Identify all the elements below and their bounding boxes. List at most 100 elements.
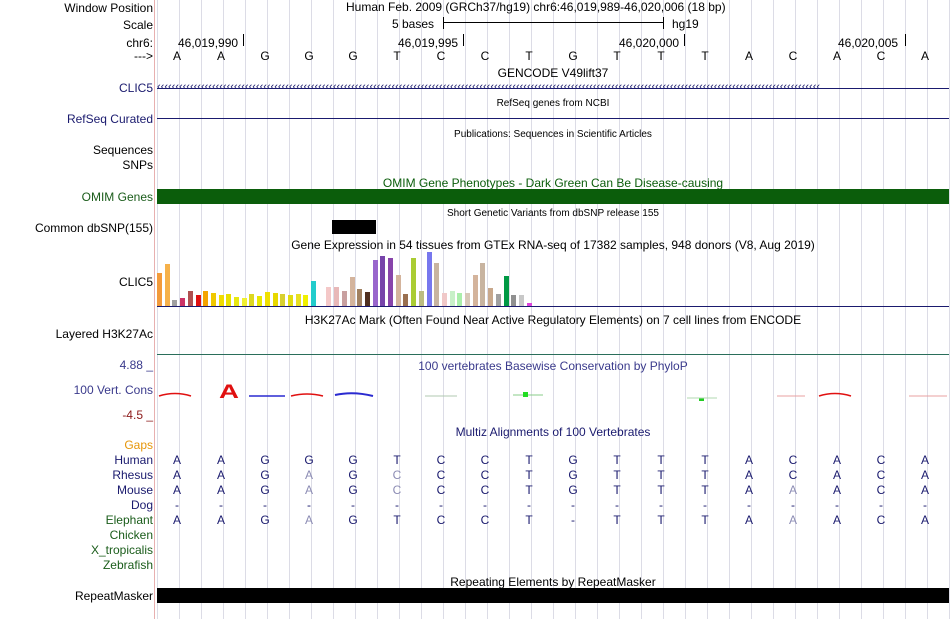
gtex-tissue-bar[interactable] xyxy=(164,264,170,306)
gtex-tissue-bar[interactable] xyxy=(434,263,440,306)
gtex-track-title[interactable]: Gene Expression in 54 tissues from GTEx … xyxy=(291,238,815,252)
gencode-track-label[interactable]: CLIC5 xyxy=(118,81,153,95)
multiz-track-title[interactable]: Multiz Alignments of 100 Vertebrates xyxy=(455,425,651,439)
gtex-tissue-bar[interactable] xyxy=(380,256,386,306)
gtex-tissue-bar[interactable] xyxy=(372,260,378,306)
gtex-tissue-bar[interactable] xyxy=(249,294,255,306)
label-separator-line xyxy=(154,0,155,619)
gtex-tissue-bar[interactable] xyxy=(187,291,193,306)
gtex-tissue-bar[interactable] xyxy=(272,293,278,306)
h3k27ac-track-label[interactable]: Layered H3K27Ac xyxy=(55,327,153,341)
gtex-tissue-bar[interactable] xyxy=(511,295,517,306)
gencode-gene-line[interactable] xyxy=(157,88,949,89)
gtex-tissue-bar[interactable] xyxy=(195,295,201,306)
gtex-tissue-bar[interactable] xyxy=(326,287,332,306)
gtex-tissue-bar[interactable] xyxy=(157,273,162,306)
gtex-bar-chart[interactable] xyxy=(157,252,557,306)
multiz-species-label[interactable]: Mouse xyxy=(116,483,153,497)
dna-base: G xyxy=(568,49,578,63)
gtex-tissue-bar[interactable] xyxy=(226,294,232,306)
gtex-tissue-bar[interactable] xyxy=(257,296,263,306)
multiz-base: A xyxy=(304,513,313,527)
assembly-position-title[interactable]: Human Feb. 2009 (GRCh37/hg19) chr6:46,01… xyxy=(346,0,726,14)
dna-base: T xyxy=(393,49,401,63)
gtex-tissue-bar[interactable] xyxy=(457,293,463,306)
conservation-track-label[interactable]: 100 Vert. Cons xyxy=(73,383,153,397)
gtex-tissue-bar[interactable] xyxy=(341,291,347,306)
cons-mark-3 xyxy=(290,393,324,397)
omim-track-title[interactable]: OMIM Gene Phenotypes - Dark Green Can Be… xyxy=(382,176,724,190)
refseq-gene-line[interactable] xyxy=(157,118,949,119)
gtex-tissue-bar[interactable] xyxy=(411,258,417,306)
multiz-species-label[interactable]: Dog xyxy=(130,498,153,512)
h3k27ac-track-title[interactable]: H3K27Ac Mark (Often Found Near Active Re… xyxy=(304,313,802,327)
publications-sequences-label[interactable]: Sequences xyxy=(92,143,153,157)
gtex-tissue-bar[interactable] xyxy=(218,295,224,306)
gtex-tissue-bar[interactable] xyxy=(403,294,409,306)
gtex-tissue-bar[interactable] xyxy=(287,295,293,306)
gtex-tissue-bar[interactable] xyxy=(426,252,432,306)
repeatmasker-track-label[interactable]: RepeatMasker xyxy=(74,589,153,603)
gtex-tissue-bar[interactable] xyxy=(495,294,501,306)
dbsnp-track-title[interactable]: Short Genetic Variants from dbSNP releas… xyxy=(447,208,659,219)
omim-track-label[interactable]: OMIM Genes xyxy=(81,190,153,204)
gtex-tissue-bar[interactable] xyxy=(395,275,401,306)
refseq-track-label[interactable]: RefSeq Curated xyxy=(66,112,153,126)
gridline xyxy=(333,0,334,619)
gtex-tissue-bar[interactable] xyxy=(349,277,355,306)
dbsnp-variant-block[interactable] xyxy=(332,220,376,234)
gtex-tissue-bar[interactable] xyxy=(334,287,340,306)
multiz-base: T xyxy=(701,468,709,482)
multiz-base: - xyxy=(923,498,927,512)
multiz-base: T xyxy=(393,453,401,467)
gtex-tissue-bar[interactable] xyxy=(441,293,447,306)
publications-track-title[interactable]: Publications: Sequences in Scientific Ar… xyxy=(454,129,652,140)
gtex-tissue-bar[interactable] xyxy=(388,258,393,306)
gtex-tissue-bar[interactable] xyxy=(480,263,486,306)
multiz-base: G xyxy=(568,468,578,482)
gtex-tissue-bar[interactable] xyxy=(364,292,370,306)
conservation-track-title[interactable]: 100 vertebrates Basewise Conservation by… xyxy=(418,359,688,373)
gtex-tissue-bar[interactable] xyxy=(264,292,270,306)
gtex-tissue-bar[interactable] xyxy=(234,297,239,306)
multiz-base: A xyxy=(172,483,181,497)
multiz-base: A xyxy=(216,468,225,482)
repeatmasker-element-bar[interactable] xyxy=(157,588,949,603)
gtex-tissue-bar[interactable] xyxy=(280,294,286,306)
multiz-species-label[interactable]: X_tropicalis xyxy=(90,543,153,557)
multiz-species-label[interactable]: Rhesus xyxy=(112,468,153,482)
repeatmasker-track-title[interactable]: Repeating Elements by RepeatMasker xyxy=(450,575,656,589)
gtex-tissue-bar[interactable] xyxy=(311,281,316,306)
gtex-tissue-bar[interactable] xyxy=(418,291,424,306)
gtex-tissue-bar[interactable] xyxy=(472,275,478,306)
multiz-species-label[interactable]: Human xyxy=(114,453,153,467)
gtex-tissue-bar[interactable] xyxy=(357,289,363,306)
gtex-tissue-bar[interactable] xyxy=(180,298,186,306)
multiz-species-label[interactable]: Chicken xyxy=(109,528,153,542)
gtex-tissue-bar[interactable] xyxy=(203,291,209,306)
gtex-tissue-bar[interactable] xyxy=(518,295,524,306)
multiz-base: A xyxy=(832,453,841,467)
multiz-base: G xyxy=(260,513,270,527)
gtex-track-label[interactable]: CLIC5 xyxy=(118,275,153,289)
multiz-gaps-label[interactable]: Gaps xyxy=(124,438,153,452)
gtex-tissue-bar[interactable] xyxy=(488,288,494,306)
gtex-tissue-bar[interactable] xyxy=(172,300,178,306)
gtex-tissue-bar[interactable] xyxy=(503,276,509,306)
gtex-tissue-bar[interactable] xyxy=(210,293,216,306)
dna-base: A xyxy=(744,49,753,63)
dbsnp-track-label[interactable]: Common dbSNP(155) xyxy=(34,221,153,235)
gtex-tissue-bar[interactable] xyxy=(295,294,301,306)
gtex-tissue-bar[interactable] xyxy=(303,295,309,306)
multiz-species-label[interactable]: Elephant xyxy=(105,513,153,527)
multiz-species-label[interactable]: Zebrafish xyxy=(102,558,153,572)
refseq-track-title[interactable]: RefSeq genes from NCBI xyxy=(496,98,610,109)
gtex-tissue-bar[interactable] xyxy=(465,293,470,306)
gencode-track-title[interactable]: GENCODE V49lift37 xyxy=(497,66,609,80)
gtex-tissue-bar[interactable] xyxy=(241,298,247,306)
omim-gene-bar[interactable] xyxy=(157,189,949,204)
gtex-tissue-bar[interactable] xyxy=(526,303,532,306)
publications-snps-label[interactable]: SNPs xyxy=(122,158,153,172)
gtex-tissue-bar[interactable] xyxy=(449,291,455,306)
conservation-logo-plot[interactable]: A xyxy=(157,374,949,408)
